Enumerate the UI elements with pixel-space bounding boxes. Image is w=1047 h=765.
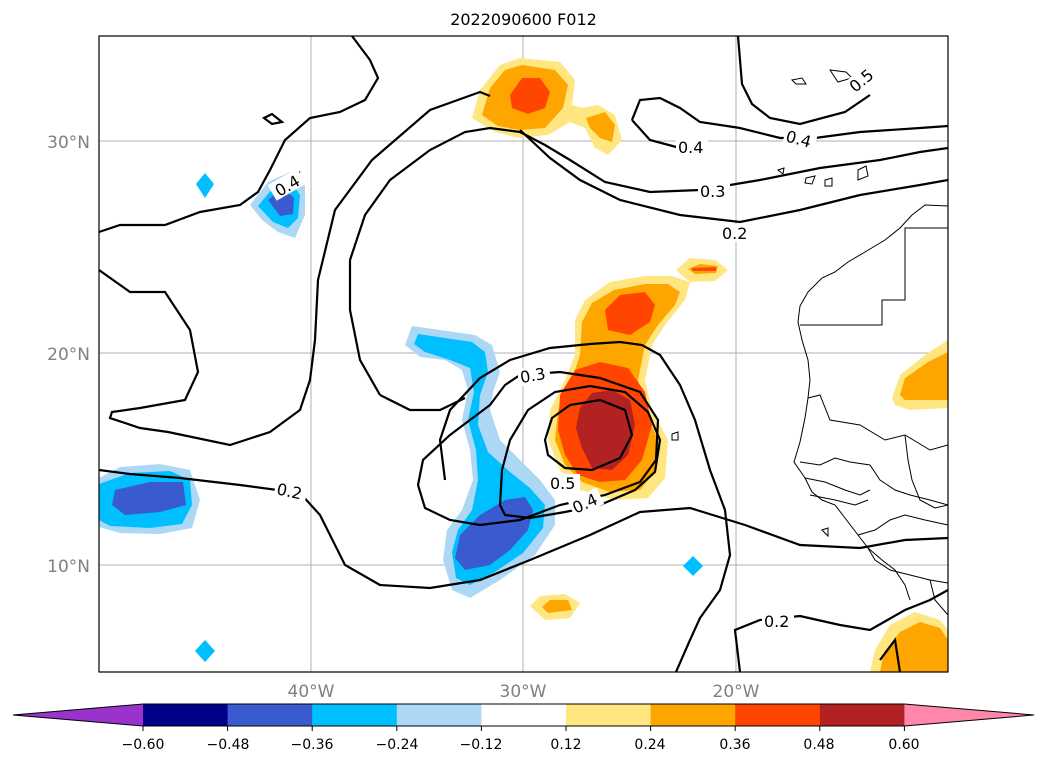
blue-speck-b [195,640,215,662]
warm-patch-north-core [510,78,550,114]
contour-0.5-ring [543,398,634,472]
contour-0.2-south-branch [438,340,732,672]
warm-patch-east-inner [900,352,948,400]
contour-lines [99,36,948,672]
border-c [799,457,948,506]
lat-label-20n: 20°N [47,345,90,365]
border-i [929,579,948,616]
contour-label-0.3-c: 0.3 [519,364,547,387]
border-h [867,547,911,601]
colorbar-bin [650,704,736,726]
colorbar-tick-label: 0.36 [719,737,750,753]
warm-patch-central-redorange-upper [605,292,655,335]
colorbar-bin [227,704,313,726]
contour-0.2-outer [99,36,380,234]
colorbar-tick-label: 0.48 [803,737,834,753]
border-b [807,394,948,451]
island-c [857,165,869,181]
colorbar-tick-label: −0.48 [207,737,250,753]
border-g [904,434,948,509]
island-a [824,177,833,187]
colorbar-bin [143,704,229,726]
colorbar-tick-label: −0.36 [291,737,334,753]
island-g [671,431,679,441]
contour-0.3-north [348,126,948,396]
lon-label-20w: 20°W [713,682,760,702]
map-plot-area: 0.4 0.4 0.4 0.3 0.2 0.5 0.3 0.5 0.4 0.2 … [99,36,948,672]
contour-label-0.2-n: 0.2 [722,224,747,243]
colorbar-bin [481,704,567,726]
border-f [857,514,948,536]
colorbar-tick-label: 0.24 [634,737,665,753]
lon-label-30w: 30°W [500,682,547,702]
contour-label-0.3-n: 0.3 [700,182,725,201]
contour-0.2-south [99,468,948,590]
border-a [800,227,948,326]
colorbar-tick-labels: −0.60 −0.48 −0.36 −0.24 −0.12 0.12 0.24 … [122,737,920,753]
latitude-labels: 30°N 20°N 10°N [47,133,90,577]
contour-0.3-west-close [379,394,466,412]
border-e [809,494,869,506]
contour-labels: 0.4 0.4 0.4 0.3 0.2 0.5 0.3 0.5 0.4 0.2 … [267,62,881,631]
colorbar-tick-label: 0.60 [888,737,919,753]
longitude-labels: 40°W 30°W 20°W [288,682,760,702]
contour-label-0.2-w: 0.2 [275,479,304,503]
contour-0.4-north-close [631,119,681,150]
island-e [790,77,807,85]
plot-frame [98,35,949,673]
colorbar-bin [396,704,482,726]
colorbar-bin [312,704,398,726]
warm-patch-northeast-core [692,267,716,271]
contour-0.2-north [519,129,948,224]
positive-anomaly-fills [472,58,948,672]
colorbar-extend-max [904,704,1034,726]
contour-0.2-west-loop [99,90,491,447]
blue-speck-a [196,173,214,198]
lat-label-10n: 10°N [47,557,90,577]
colorbar-extend-min [13,704,143,726]
island-h [821,527,829,538]
colorbar [12,703,1035,731]
warm-patch-south-inner [542,600,572,613]
contour-0.4-north [630,96,948,140]
contour-label-0.5-c: 0.5 [550,474,575,493]
contour-0.4-ring [498,384,662,520]
island-d [776,167,785,175]
contour-0.4-northwest-spot [261,112,285,126]
contour-0.2-southeast [733,589,948,672]
colorbar-tick-label: 0.12 [550,737,581,753]
warm-patch-central-darkred [576,390,635,470]
contour-0.3-ring [416,370,660,527]
map-title: 2022090600 F012 [450,10,597,29]
warm-patch-north-satellite [586,112,615,142]
lat-label-30n: 30°N [47,133,90,153]
colorbar-bin [819,704,905,726]
colorbar-tick-label: −0.60 [122,737,165,753]
blue-speck-c [683,556,703,576]
contour-0.5-northeast [736,36,871,126]
colorbar-bin [735,704,821,726]
lon-label-40w: 40°W [288,682,335,702]
island-b [804,175,816,185]
contour-label-0.2-se: 0.2 [764,612,789,631]
colorbar-tick-label: −0.24 [376,737,419,753]
border-d [804,477,871,496]
contour-label-0.4-n: 0.4 [678,138,703,157]
blue-patch-west-core [112,482,186,515]
coastlines [671,69,948,616]
colorbar-bin [566,704,652,726]
colorbar-tick-label: −0.12 [460,737,503,753]
contour-0.4-east [879,637,902,672]
